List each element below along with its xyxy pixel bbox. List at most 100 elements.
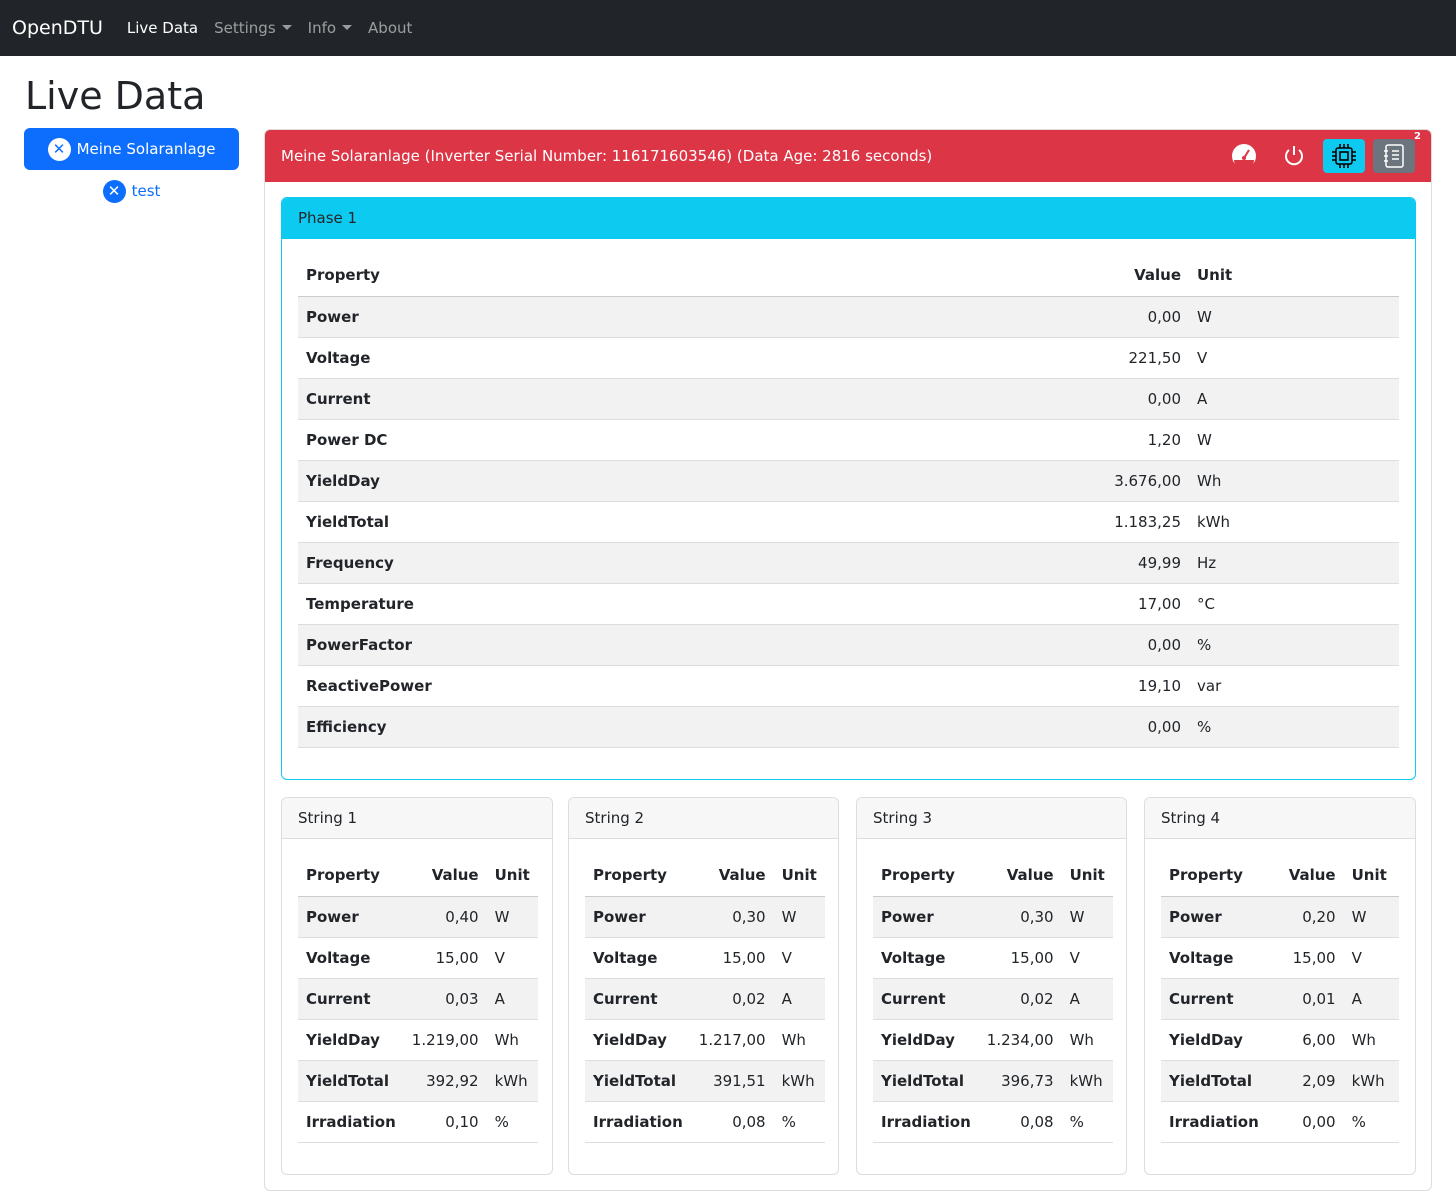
property-cell: Power	[298, 896, 404, 938]
nav-live-data[interactable]: Live Data	[126, 19, 199, 37]
unit-cell: W	[1061, 896, 1113, 938]
property-cell: Voltage	[298, 337, 1089, 379]
value-cell: 1.219,00	[403, 1019, 487, 1061]
unit-cell: V	[773, 937, 825, 979]
value-cell: 0,10	[403, 1101, 487, 1143]
property-cell: Irradiation	[1161, 1101, 1276, 1143]
unit-cell: A	[1189, 378, 1399, 420]
unit-cell: V	[1189, 337, 1399, 379]
table-row: Irradiation 0,08%	[585, 1101, 825, 1143]
table-row: Current 0,02 A	[873, 978, 1113, 1020]
limit-settings-button[interactable]	[1223, 139, 1265, 173]
table-row: Efficiency 0,00%	[298, 706, 1399, 748]
value-cell: 17,00	[1089, 583, 1189, 625]
unit-cell: Wh	[1061, 1019, 1113, 1061]
property-cell: Voltage	[298, 937, 404, 979]
table-row: Current 0,02 A	[585, 978, 825, 1020]
table-row: YieldDay 1.219,00 Wh	[298, 1019, 538, 1061]
unit-cell: %	[486, 1101, 538, 1143]
unit-cell: W	[1189, 296, 1399, 338]
property-cell: Power	[298, 296, 1089, 338]
value-cell: 0,01	[1275, 978, 1344, 1020]
property-cell: Irradiation	[873, 1101, 979, 1143]
property-cell: YieldTotal	[585, 1060, 691, 1102]
unit-cell: Wh	[486, 1019, 538, 1061]
value-cell: 15,00	[403, 937, 487, 979]
table-row: YieldTotal 391,51 kWh	[585, 1060, 825, 1102]
table-row: YieldTotal 396,73 kWh	[873, 1060, 1113, 1102]
col-unit: Unit	[773, 855, 825, 897]
unit-cell: V	[486, 937, 538, 979]
value-cell: 0,02	[690, 978, 774, 1020]
col-value: Value	[690, 855, 774, 897]
property-cell: Current	[1161, 978, 1276, 1020]
table-row: Irradiation 0,10%	[298, 1101, 538, 1143]
string-table: Property Value Unit Power 0,20 W Voltage 15,00 V…	[1161, 855, 1399, 1143]
table-row: Power DC 1,20 W	[298, 419, 1399, 461]
power-control-button[interactable]	[1273, 139, 1315, 173]
table-row: Power 0,00 W	[298, 296, 1399, 338]
property-cell: YieldDay	[1161, 1019, 1276, 1061]
page-title: Live Data	[25, 74, 206, 118]
inverter-card: Meine Solaranlage (Inverter Serial Numbe…	[264, 129, 1432, 1191]
property-cell: Power	[873, 896, 979, 938]
string-table: Property Value Unit Power 0,30 W Voltage 15,00 V…	[873, 855, 1113, 1143]
inverter-header: Meine Solaranlage (Inverter Serial Numbe…	[265, 130, 1431, 182]
property-cell: YieldTotal	[873, 1060, 979, 1102]
property-cell: Power	[585, 896, 691, 938]
value-cell: 0,30	[978, 896, 1062, 938]
device-info-button[interactable]	[1323, 139, 1365, 173]
table-row: PowerFactor 0,00%	[298, 624, 1399, 666]
cpu-icon	[1332, 144, 1356, 168]
sidebar-item-meine-solaranlage[interactable]: ✕ Meine Solaranlage	[24, 128, 239, 170]
table-row: YieldDay 3.676,00 Wh	[298, 460, 1399, 502]
value-cell: 1.183,25	[1089, 501, 1189, 543]
nav-info-label: Info	[307, 19, 337, 37]
value-cell: 0,00	[1089, 378, 1189, 420]
property-cell: Voltage	[1161, 937, 1276, 979]
property-cell: Temperature	[298, 583, 1089, 625]
unit-cell: kWh	[486, 1060, 538, 1102]
nav-settings[interactable]: Settings	[214, 19, 292, 37]
table-row: Voltage 221,50 V	[298, 337, 1399, 379]
value-cell: 0,00	[1089, 296, 1189, 338]
unit-cell: W	[1189, 419, 1399, 461]
unit-cell: %	[773, 1101, 825, 1143]
table-row: Power 0,40 W	[298, 896, 538, 938]
table-row: Irradiation 0,00%	[1161, 1101, 1399, 1143]
unit-cell: %	[1343, 1101, 1399, 1143]
col-unit: Unit	[1189, 255, 1399, 297]
value-cell: 0,00	[1275, 1101, 1344, 1143]
unit-cell: W	[1343, 896, 1399, 938]
unit-cell: V	[1343, 937, 1399, 979]
value-cell: 0,30	[690, 896, 774, 938]
string-title: String 2	[569, 798, 838, 839]
col-value: Value	[978, 855, 1062, 897]
value-cell: 391,51	[690, 1060, 774, 1102]
nav-about[interactable]: About	[368, 19, 413, 37]
value-cell: 0,20	[1275, 896, 1344, 938]
sidebar-item-test[interactable]: ✕ test	[24, 170, 239, 212]
property-cell: YieldDay	[585, 1019, 691, 1061]
nav-info[interactable]: Info	[307, 19, 353, 37]
value-cell: 19,10	[1089, 665, 1189, 707]
unit-cell: V	[1061, 937, 1113, 979]
property-cell: YieldDay	[298, 460, 1089, 502]
property-cell: YieldTotal	[1161, 1060, 1276, 1102]
table-row: YieldDay 1.234,00 Wh	[873, 1019, 1113, 1061]
col-value: Value	[403, 855, 487, 897]
table-row: Irradiation 0,08%	[873, 1101, 1113, 1143]
unit-cell: °C	[1189, 583, 1399, 625]
string-card-2: String 2 Property Value Unit Power 0,30 W Volt…	[568, 797, 839, 1175]
event-log-button[interactable]: 2	[1373, 131, 1421, 173]
unit-cell: W	[486, 896, 538, 938]
col-property: Property	[873, 855, 979, 897]
string-title: String 4	[1145, 798, 1415, 839]
table-row: Current 0,03 A	[298, 978, 538, 1020]
nav-settings-label: Settings	[214, 19, 276, 37]
power-icon	[1285, 146, 1303, 166]
brand[interactable]: OpenDTU	[12, 17, 103, 39]
sidebar-item-label: Meine Solaranlage	[76, 140, 216, 158]
speedometer-icon	[1232, 144, 1256, 169]
table-row: YieldTotal 392,92 kWh	[298, 1060, 538, 1102]
